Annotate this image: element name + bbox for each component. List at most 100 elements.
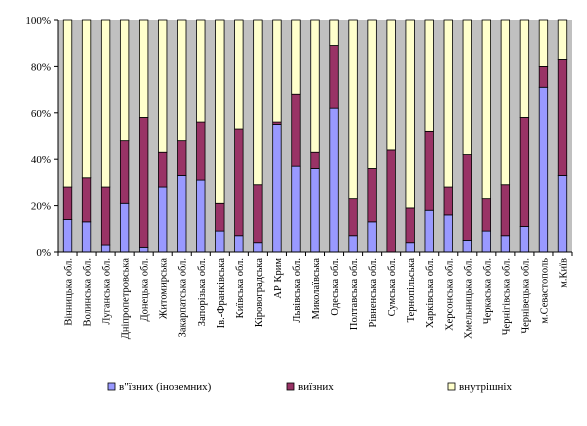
bar-segment-s1-c20 [443, 186, 453, 216]
bar-segment-s0-c7 [196, 179, 206, 253]
bar-segment-s1-c2 [100, 186, 111, 246]
bar-segment-s0-c9 [234, 235, 244, 253]
bar-segment-s0-c24 [519, 226, 530, 253]
bar-segment-s0-c22 [481, 230, 491, 253]
bar-segment-s2-c17 [386, 19, 396, 151]
bar-segment-s0-c21 [462, 239, 472, 253]
bar-segment-s0-c2 [100, 244, 111, 253]
legend-swatch [107, 382, 116, 391]
bar-segment-s1-c17 [386, 149, 396, 253]
bar-segment-s2-c25 [538, 19, 549, 67]
x-tick-label: Луганська обл. [102, 258, 113, 325]
bar-segment-s2-c12 [291, 19, 301, 95]
bar-segment-s1-c7 [196, 121, 206, 181]
bar-segment-s1-c12 [291, 93, 301, 167]
x-tick-label: Львівська обл. [292, 258, 303, 323]
legend: в"їзних (іноземних) виїзних внутрішніх [107, 381, 512, 393]
bar-segment-s1-c23 [500, 184, 511, 237]
x-axis-ticks: Вінницька обл. Волинська обл. Луганська об… [57, 252, 573, 340]
y-tick-label: 40% [31, 154, 51, 166]
x-tick-label: Житомирська [159, 258, 170, 319]
bar-segment-s0-c6 [177, 175, 187, 253]
bar-segment-s0-c20 [443, 214, 453, 253]
bar-segment-s0-c23 [500, 235, 511, 253]
axes-layer [57, 20, 572, 253]
bar-segment-s2-c23 [500, 19, 511, 186]
x-tick-label: АР Крим [273, 258, 284, 299]
bar-segment-s0-c3 [119, 202, 130, 253]
bar-segment-s2-c3 [119, 19, 130, 142]
bar-segment-s0-c0 [62, 219, 73, 253]
bar-segment-s0-c5 [158, 186, 168, 253]
bar-segment-s2-c19 [424, 19, 434, 132]
bar-segment-s1-c6 [177, 140, 187, 176]
x-tick-label: Хмельницька обл. [463, 258, 474, 339]
y-tick-label: 60% [31, 108, 51, 120]
bar-segment-s2-c9 [234, 19, 244, 130]
x-tick-label: Херсонська обл. [444, 258, 455, 331]
bar-segment-s2-c24 [519, 19, 530, 118]
bar-segment-s1-c19 [424, 130, 434, 211]
x-tick-label: Чернігівська обл. [501, 258, 512, 335]
bar-segment-s1-c9 [234, 128, 244, 237]
bar-segment-s0-c25 [538, 86, 549, 253]
bar-segment-s2-c4 [139, 19, 149, 118]
bar-segment-s2-c0 [62, 19, 73, 188]
bar-segment-s2-c7 [196, 19, 206, 123]
bar-segment-s2-c6 [177, 19, 187, 142]
x-tick-label: Закарпатська обл. [178, 258, 189, 337]
bar-segment-s2-c11 [272, 19, 282, 123]
y-tick-label: 80% [31, 61, 51, 73]
x-tick-label: Кіровоградська [254, 258, 265, 328]
x-tick-label: м.Київ [558, 258, 569, 288]
bar-segment-s1-c25 [538, 66, 549, 88]
bar-segment-s0-c19 [424, 209, 434, 253]
bar-segment-s1-c24 [519, 117, 530, 227]
bar-segment-s0-c8 [215, 230, 225, 253]
bar-segment-s1-c16 [367, 168, 377, 223]
x-tick-label: Черкаська обл. [482, 258, 493, 324]
bar-segment-s1-c10 [253, 184, 263, 244]
x-tick-label: Ів.-Франківська [216, 258, 227, 329]
bar-segment-s1-c0 [62, 186, 73, 220]
bar-segment-s0-c1 [81, 221, 92, 253]
bar-segment-s1-c3 [119, 140, 130, 204]
bar-segment-s2-c5 [158, 19, 168, 153]
bar-segment-s2-c8 [215, 19, 225, 204]
bar-segment-s1-c13 [310, 151, 320, 169]
bar-segment-s0-c16 [367, 221, 377, 253]
bar-segment-s0-c4 [139, 246, 149, 253]
bar-segment-s1-c21 [462, 154, 472, 241]
bar-segment-s2-c18 [405, 19, 415, 209]
bar-segment-s1-c8 [215, 202, 225, 232]
legend-label: внутрішніх [459, 381, 512, 393]
x-tick-label: Дніпропетровська [121, 258, 132, 340]
bar-segment-s2-c26 [557, 19, 568, 60]
bar-segment-s0-c13 [310, 168, 320, 253]
bar-segment-s1-c4 [139, 117, 149, 248]
bar-segment-s2-c14 [329, 19, 339, 46]
bar-segment-s0-c11 [272, 124, 282, 253]
x-tick-label: Тернопільська [406, 258, 417, 323]
bar-segment-s1-c5 [158, 151, 168, 188]
bar-segment-s2-c20 [443, 19, 453, 188]
bar-segment-s0-c12 [291, 165, 301, 253]
x-tick-label: Запорізька обл. [197, 258, 208, 326]
y-tick-label: 20% [31, 201, 51, 213]
legend-swatch [447, 382, 456, 391]
x-tick-label: Миколаївська [311, 258, 322, 320]
x-tick-label: Чернівецька обл. [520, 258, 531, 334]
y-tick-label: 100% [25, 15, 51, 27]
bars-layer [62, 19, 568, 253]
x-tick-label: Вінницька обл. [64, 258, 75, 326]
x-tick-label: Рівненська обл. [368, 258, 379, 328]
bar-segment-s2-c16 [367, 19, 377, 169]
bar-segment-s1-c15 [348, 198, 358, 237]
bar-segment-s2-c15 [348, 19, 358, 200]
bar-segment-s1-c18 [405, 207, 415, 244]
bar-segment-s2-c13 [310, 19, 320, 153]
x-tick-label: м.Севастополь [539, 258, 550, 324]
bar-segment-s0-c15 [348, 235, 358, 253]
bar-segment-s2-c1 [81, 19, 92, 179]
